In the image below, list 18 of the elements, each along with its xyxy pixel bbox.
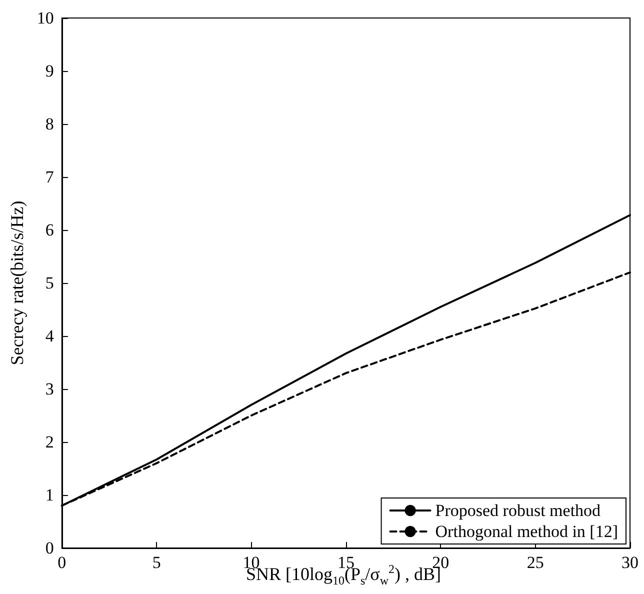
x-tick-label: 5 (152, 553, 161, 572)
legend-label: Proposed robust method (435, 501, 602, 520)
y-tick-label: 2 (45, 432, 54, 452)
y-tick-label: 0 (45, 538, 54, 558)
y-tick-label: 3 (45, 380, 54, 398)
y-tick-label: 7 (45, 168, 54, 186)
y-axis-title: Secrecy rate(bits/s/Hz) (7, 200, 27, 366)
y-tick-label: 9 (45, 62, 54, 80)
legend-label: Orthogonal method in [12] (435, 522, 618, 541)
y-tick-label: 4 (45, 326, 54, 346)
y-tick-label: 6 (45, 220, 54, 240)
x-tick-label: 25 (526, 553, 544, 572)
x-tick-label: 0 (58, 553, 66, 572)
y-tick-label: 10 (36, 8, 54, 28)
y-tick-label: 5 (45, 274, 54, 292)
x-tick-label: 30 (622, 553, 638, 572)
y-tick-label: 8 (45, 114, 54, 134)
y-tick-label: 1 (45, 486, 54, 504)
